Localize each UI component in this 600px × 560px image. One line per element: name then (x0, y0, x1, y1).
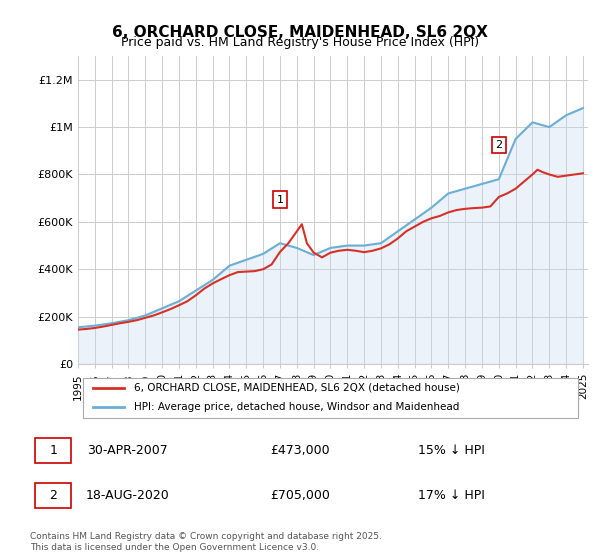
Text: HPI: Average price, detached house, Windsor and Maidenhead: HPI: Average price, detached house, Wind… (134, 403, 460, 413)
Text: 1: 1 (277, 195, 283, 205)
Text: 18-AUG-2020: 18-AUG-2020 (85, 489, 169, 502)
Text: 1: 1 (49, 444, 57, 457)
Text: 6, ORCHARD CLOSE, MAIDENHEAD, SL6 2QX: 6, ORCHARD CLOSE, MAIDENHEAD, SL6 2QX (112, 25, 488, 40)
Text: 17% ↓ HPI: 17% ↓ HPI (418, 489, 485, 502)
Text: £473,000: £473,000 (270, 444, 330, 457)
Text: Price paid vs. HM Land Registry's House Price Index (HPI): Price paid vs. HM Land Registry's House … (121, 36, 479, 49)
Text: 2: 2 (49, 489, 57, 502)
Text: Contains HM Land Registry data © Crown copyright and database right 2025.
This d: Contains HM Land Registry data © Crown c… (30, 532, 382, 552)
Text: 2: 2 (495, 140, 502, 150)
FancyBboxPatch shape (35, 438, 71, 463)
Text: £705,000: £705,000 (270, 489, 330, 502)
Text: 30-APR-2007: 30-APR-2007 (87, 444, 167, 457)
Text: 6, ORCHARD CLOSE, MAIDENHEAD, SL6 2QX (detached house): 6, ORCHARD CLOSE, MAIDENHEAD, SL6 2QX (d… (134, 382, 460, 393)
Text: 15% ↓ HPI: 15% ↓ HPI (418, 444, 485, 457)
FancyBboxPatch shape (35, 483, 71, 508)
FancyBboxPatch shape (83, 379, 578, 418)
